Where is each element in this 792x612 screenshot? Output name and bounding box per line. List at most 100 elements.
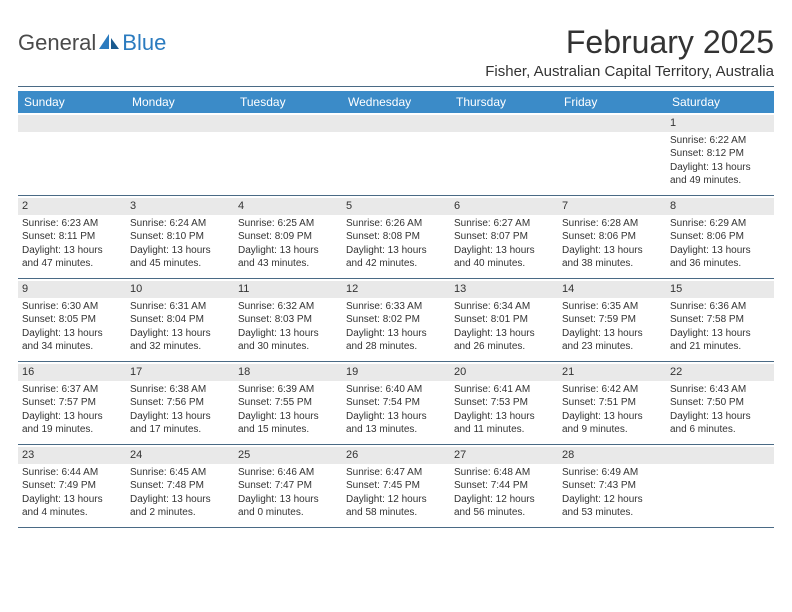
calendar-day-cell: 9Sunrise: 6:30 AMSunset: 8:05 PMDaylight… (18, 279, 126, 361)
day-daylight1: Daylight: 13 hours (130, 327, 230, 341)
calendar-day-cell: 3Sunrise: 6:24 AMSunset: 8:10 PMDaylight… (126, 196, 234, 278)
day-daylight2: and 42 minutes. (346, 257, 446, 271)
day-daylight1: Daylight: 13 hours (346, 410, 446, 424)
calendar-day-cell: . (342, 113, 450, 195)
calendar-day-cell: 28Sunrise: 6:49 AMSunset: 7:43 PMDayligh… (558, 445, 666, 527)
day-number: 15 (666, 281, 774, 298)
calendar-day-cell: 20Sunrise: 6:41 AMSunset: 7:53 PMDayligh… (450, 362, 558, 444)
day-sunset: Sunset: 7:43 PM (562, 479, 662, 493)
day-daylight1: Daylight: 13 hours (22, 493, 122, 507)
day-daylight2: and 32 minutes. (130, 340, 230, 354)
day-number: 9 (18, 281, 126, 298)
calendar-day-cell: 7Sunrise: 6:28 AMSunset: 8:06 PMDaylight… (558, 196, 666, 278)
day-sunset: Sunset: 8:03 PM (238, 313, 338, 327)
day-daylight1: Daylight: 13 hours (238, 244, 338, 258)
day-daylight2: and 23 minutes. (562, 340, 662, 354)
day-sunrise: Sunrise: 6:31 AM (130, 300, 230, 314)
day-daylight2: and 47 minutes. (22, 257, 122, 271)
calendar-day-cell: 24 Sunrise: 6:45 AMSunset: 7:48 PMDayligh… (126, 445, 234, 527)
day-sunrise: Sunrise: 6:43 AM (670, 383, 770, 397)
day-sunrise: Sunrise: 6:22 AM (670, 134, 770, 148)
calendar-day-cell: . (234, 113, 342, 195)
day-number: 24 (126, 447, 234, 464)
weekday-header: Monday (126, 91, 234, 113)
day-sunset: Sunset: 8:11 PM (22, 230, 122, 244)
day-daylight2: and 26 minutes. (454, 340, 554, 354)
calendar-day-cell: 14Sunrise: 6:35 AMSunset: 7:59 PMDayligh… (558, 279, 666, 361)
day-sunrise: Sunrise: 6:24 AM (130, 217, 230, 231)
weekday-header: Tuesday (234, 91, 342, 113)
day-number: 8 (666, 198, 774, 215)
day-number: 23 (18, 447, 126, 464)
day-sunrise: Sunrise: 6:30 AM (22, 300, 122, 314)
logo: General Blue (18, 24, 166, 56)
calendar-week-row: 23Sunrise: 6:44 AMSunset: 7:49 PMDayligh… (18, 445, 774, 528)
day-daylight2: and 13 minutes. (346, 423, 446, 437)
calendar-day-cell: 10 Sunrise: 6:31 AMSunset: 8:04 PMDayligh… (126, 279, 234, 361)
day-sunrise: Sunrise: 6:36 AM (670, 300, 770, 314)
day-daylight2: and 53 minutes. (562, 506, 662, 520)
day-number: . (450, 115, 558, 132)
day-daylight2: and 36 minutes. (670, 257, 770, 271)
day-daylight1: Daylight: 12 hours (454, 493, 554, 507)
weekday-header: Friday (558, 91, 666, 113)
day-daylight2: and 15 minutes. (238, 423, 338, 437)
weekday-header: Thursday (450, 91, 558, 113)
day-daylight1: Daylight: 13 hours (130, 410, 230, 424)
day-sunset: Sunset: 7:47 PM (238, 479, 338, 493)
day-daylight2: and 49 minutes. (670, 174, 770, 188)
day-daylight2: and 19 minutes. (22, 423, 122, 437)
logo-sail-icon (98, 30, 120, 56)
day-number: 7 (558, 198, 666, 215)
day-number: 3 (126, 198, 234, 215)
day-daylight2: and 6 minutes. (670, 423, 770, 437)
day-daylight2: and 40 minutes. (454, 257, 554, 271)
title-block: February 2025 Fisher, Australian Capital… (485, 24, 774, 80)
day-daylight1: Daylight: 13 hours (670, 161, 770, 175)
day-sunrise: Sunrise: 6:35 AM (562, 300, 662, 314)
day-daylight2: and 58 minutes. (346, 506, 446, 520)
calendar-day-cell: 22Sunrise: 6:43 AMSunset: 7:50 PMDayligh… (666, 362, 774, 444)
day-daylight1: Daylight: 13 hours (130, 493, 230, 507)
day-number: 13 (450, 281, 558, 298)
day-sunrise: Sunrise: 6:25 AM (238, 217, 338, 231)
day-daylight2: and 2 minutes. (130, 506, 230, 520)
day-sunrise: Sunrise: 6:32 AM (238, 300, 338, 314)
day-sunset: Sunset: 8:05 PM (22, 313, 122, 327)
day-daylight2: and 0 minutes. (238, 506, 338, 520)
calendar-day-cell: 12Sunrise: 6:33 AMSunset: 8:02 PMDayligh… (342, 279, 450, 361)
day-number: . (126, 115, 234, 132)
day-sunrise: Sunrise: 6:23 AM (22, 217, 122, 231)
weekday-header: Wednesday (342, 91, 450, 113)
day-sunset: Sunset: 8:04 PM (130, 313, 230, 327)
day-sunrise: Sunrise: 6:38 AM (130, 383, 230, 397)
day-sunset: Sunset: 7:53 PM (454, 396, 554, 410)
day-sunset: Sunset: 8:06 PM (670, 230, 770, 244)
calendar-day-cell: . (666, 445, 774, 527)
calendar-day-cell: 27Sunrise: 6:48 AMSunset: 7:44 PMDayligh… (450, 445, 558, 527)
day-sunrise: Sunrise: 6:39 AM (238, 383, 338, 397)
day-sunrise: Sunrise: 6:26 AM (346, 217, 446, 231)
calendar-day-cell: 8Sunrise: 6:29 AMSunset: 8:06 PMDaylight… (666, 196, 774, 278)
day-daylight2: and 38 minutes. (562, 257, 662, 271)
day-daylight2: and 4 minutes. (22, 506, 122, 520)
day-daylight2: and 11 minutes. (454, 423, 554, 437)
day-daylight1: Daylight: 13 hours (238, 493, 338, 507)
day-sunset: Sunset: 7:45 PM (346, 479, 446, 493)
day-sunset: Sunset: 7:58 PM (670, 313, 770, 327)
logo-text-2: Blue (122, 30, 166, 56)
day-sunrise: Sunrise: 6:47 AM (346, 466, 446, 480)
day-sunrise: Sunrise: 6:29 AM (670, 217, 770, 231)
day-number: 6 (450, 198, 558, 215)
day-daylight2: and 9 minutes. (562, 423, 662, 437)
day-sunset: Sunset: 8:10 PM (130, 230, 230, 244)
calendar-day-cell: 6Sunrise: 6:27 AMSunset: 8:07 PMDaylight… (450, 196, 558, 278)
day-daylight1: Daylight: 13 hours (454, 410, 554, 424)
day-sunset: Sunset: 7:48 PM (130, 479, 230, 493)
day-number: 10 (126, 281, 234, 298)
day-number: 12 (342, 281, 450, 298)
day-sunrise: Sunrise: 6:45 AM (130, 466, 230, 480)
day-daylight2: and 34 minutes. (22, 340, 122, 354)
day-sunrise: Sunrise: 6:40 AM (346, 383, 446, 397)
calendar-day-cell: . (18, 113, 126, 195)
